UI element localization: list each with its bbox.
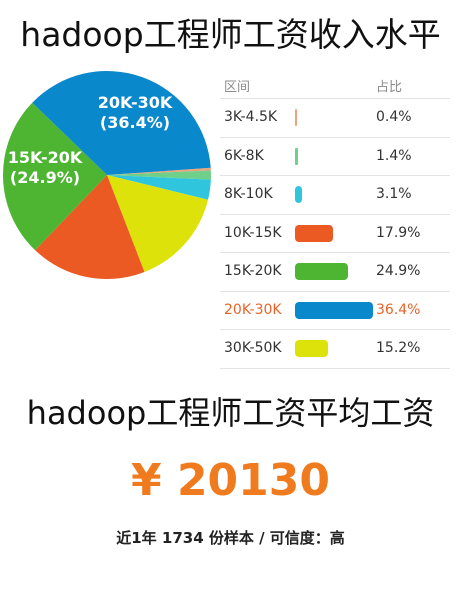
slice-label-20k-30k-percent: (36.4%): [100, 113, 170, 132]
share-percent: 0.4%: [376, 109, 412, 125]
table-row: 10K-15K 17.9%: [220, 215, 450, 253]
slice-label-15k-20k-percent: (24.9%): [10, 168, 80, 187]
table-row: 30K-50K 15.2%: [220, 330, 450, 369]
range-label: 30K-50K: [224, 340, 282, 356]
chart-title: hadoop工程师工资收入水平: [20, 15, 441, 54]
share-bar: [295, 147, 298, 165]
salary-amount: 20130: [176, 455, 331, 506]
range-label: 10K-15K: [224, 224, 282, 241]
salary-distribution-table: 区间 占比 3K-4.5K 0.4% 6K-8K 1.4% 8K-10K 3.1% 10K-…: [220, 68, 450, 369]
pie-slice-30k-50k: [107, 175, 209, 273]
pie-slice-15k-20k: [2, 102, 108, 251]
pie-slice-3k-4.5k: [107, 167, 211, 175]
currency-symbol: ¥: [130, 455, 162, 506]
pie-slice-8k-10k: [107, 175, 211, 200]
share-bar: [295, 224, 334, 242]
range-label: 6K-8K: [224, 147, 264, 164]
salary-pie-chart: 20K-30K(36.4%) 15K-20K(24.9%): [2, 70, 212, 280]
sample-footnote: 近1年 1734 份样本 / 可信度：高: [116, 529, 345, 547]
table-row: 8K-10K 3.1%: [220, 176, 450, 215]
table-row: 3K-4.5K 0.4%: [220, 99, 450, 138]
range-column-header: 区间: [224, 80, 251, 95]
slice-label-15k-20k-range: 15K-20K: [8, 148, 83, 167]
average-salary-value: ¥ 20130: [0, 455, 461, 506]
share-percent: 15.2%: [376, 340, 421, 356]
range-label: 8K-10K: [224, 186, 273, 202]
range-label: 15K-20K: [224, 263, 282, 279]
share-bar: [295, 186, 302, 203]
table-row: 20K-30K 36.4%: [220, 292, 450, 330]
table-row: 15K-20K 24.9%: [220, 253, 450, 292]
share-column-header: 占比: [376, 80, 403, 95]
share-percent: 36.4%: [376, 301, 421, 318]
share-percent: 24.9%: [376, 263, 421, 279]
share-percent: 1.4%: [376, 147, 412, 164]
table-row: 6K-8K 1.4%: [220, 138, 450, 176]
pie-slice-6k-8k: [107, 170, 212, 180]
share-bar: [295, 263, 349, 280]
share-bar: [295, 301, 373, 319]
share-bar: [295, 340, 328, 357]
share-percent: 17.9%: [376, 224, 421, 241]
slice-label-20k-30k-range: 20K-30K: [98, 93, 173, 112]
table-header: 区间 占比: [220, 68, 450, 99]
range-label: 20K-30K: [224, 301, 282, 318]
range-label: 3K-4.5K: [224, 109, 278, 125]
pie-slice-20k-30k: [32, 70, 211, 175]
pie-slice-10k-15k: [35, 175, 145, 280]
share-bar: [295, 109, 297, 126]
share-percent: 3.1%: [376, 186, 412, 202]
average-salary-title: hadoop工程师工资平均工资: [26, 394, 435, 432]
